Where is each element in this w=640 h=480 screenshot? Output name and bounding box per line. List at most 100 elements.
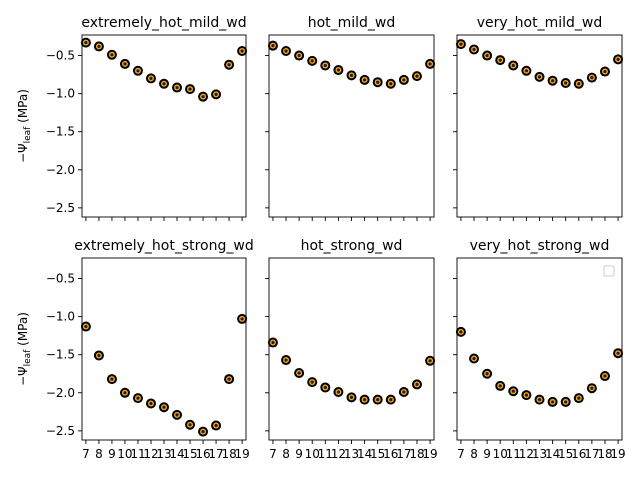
- x-tick-label: 15: [370, 447, 385, 461]
- data-point: [294, 50, 305, 61]
- data-point: [93, 350, 104, 361]
- data-point: [320, 60, 331, 71]
- data-point: [560, 396, 571, 407]
- data-point: [320, 382, 331, 393]
- data-point: [573, 78, 584, 89]
- axes-frame: [268, 257, 435, 441]
- data-point: [132, 393, 143, 404]
- subplot-title: extremely_hot_mild_wd: [81, 15, 246, 31]
- x-tick-label: 9: [295, 447, 303, 461]
- x-tick-label: 13: [156, 447, 171, 461]
- data-point: [613, 348, 624, 359]
- subplot-3: very_hot_mild_wd: [453, 15, 624, 221]
- data-point: [573, 393, 584, 404]
- y-tick-label: −1.5: [46, 348, 75, 362]
- y-tick-label: −0.5: [46, 272, 75, 286]
- data-point: [119, 58, 130, 69]
- x-tick-label: 9: [108, 447, 116, 461]
- data-point: [411, 71, 422, 82]
- data-point: [359, 74, 370, 85]
- data-point: [224, 374, 235, 385]
- data-point: [534, 394, 545, 405]
- x-tick-label: 18: [221, 447, 236, 461]
- x-tick-label: 11: [130, 447, 145, 461]
- data-point: [159, 402, 169, 413]
- data-point: [469, 353, 480, 364]
- x-tick-label: 7: [457, 447, 465, 461]
- y-tick-label: −2.5: [46, 424, 75, 438]
- data-point: [411, 379, 422, 390]
- subplot-6: very_hot_strong_wd 7 8 9 1011121314151617181…: [453, 238, 626, 461]
- data-point: [281, 45, 292, 56]
- data-point: [469, 44, 480, 55]
- axes-frame: [81, 257, 247, 441]
- axes-frame: [456, 257, 623, 441]
- data-point: [495, 55, 506, 66]
- data-point: [237, 45, 248, 56]
- data-point: [586, 72, 597, 83]
- axes-frame: [268, 34, 435, 218]
- x-tick-label: 12: [331, 447, 346, 461]
- data-point: [359, 394, 370, 405]
- data-point: [599, 66, 610, 77]
- data-point: [333, 387, 344, 398]
- data-point: [508, 60, 519, 71]
- x-tick-label: 14: [169, 447, 184, 461]
- data-point: [521, 390, 532, 401]
- data-point: [346, 70, 357, 81]
- x-tick-label: 17: [396, 447, 411, 461]
- x-tick-label: 10: [305, 447, 320, 461]
- x-tick-label: 9: [483, 447, 491, 461]
- data-point: [482, 50, 493, 61]
- data-point: [198, 91, 209, 102]
- data-point: [198, 426, 209, 437]
- x-tick-label: 15: [558, 447, 573, 461]
- x-tick-label: 18: [597, 447, 612, 461]
- data-point: [455, 39, 466, 50]
- y-tick-label: −2.0: [46, 163, 75, 177]
- subplot-4: extremely_hot_strong_wd−0.5−1.0−1.5−2.0−…: [16, 238, 254, 461]
- x-tick-label: 11: [506, 447, 521, 461]
- y-tick-label: −1.0: [46, 310, 75, 324]
- data-point: [482, 368, 493, 379]
- x-tick-label: 19: [610, 447, 625, 461]
- data-point: [425, 355, 436, 366]
- data-point: [385, 78, 396, 89]
- x-tick-label: 19: [234, 447, 249, 461]
- data-point: [398, 74, 409, 85]
- data-point: [372, 77, 383, 88]
- x-tick-label: 13: [532, 447, 547, 461]
- data-point: [159, 78, 169, 89]
- x-tick-label: 16: [383, 447, 398, 461]
- data-point: [132, 65, 143, 76]
- data-point: [267, 337, 278, 348]
- y-tick-label: −2.0: [46, 386, 75, 400]
- y-tick-label: −1.0: [46, 87, 75, 101]
- data-point: [185, 84, 196, 95]
- data-point: [455, 326, 466, 337]
- data-point: [547, 396, 558, 407]
- data-point: [211, 420, 222, 431]
- subplot-title: very_hot_mild_wd: [477, 15, 603, 31]
- x-tick-label: 17: [208, 447, 223, 461]
- data-point: [106, 374, 117, 385]
- data-point: [237, 313, 248, 324]
- x-tick-label: 7: [269, 447, 277, 461]
- x-tick-label: 16: [571, 447, 586, 461]
- data-point: [560, 77, 571, 88]
- x-tick-label: 19: [422, 447, 437, 461]
- data-point: [586, 383, 597, 394]
- data-point: [599, 371, 610, 382]
- data-point: [613, 54, 624, 65]
- x-tick-label: 18: [409, 447, 424, 461]
- subplot-title: hot_strong_wd: [301, 238, 403, 254]
- data-point: [93, 41, 104, 52]
- data-point: [224, 59, 235, 70]
- x-tick-label: 11: [318, 447, 333, 461]
- data-point: [172, 82, 183, 93]
- data-point: [385, 394, 396, 405]
- data-point: [307, 377, 318, 388]
- data-point: [294, 367, 305, 378]
